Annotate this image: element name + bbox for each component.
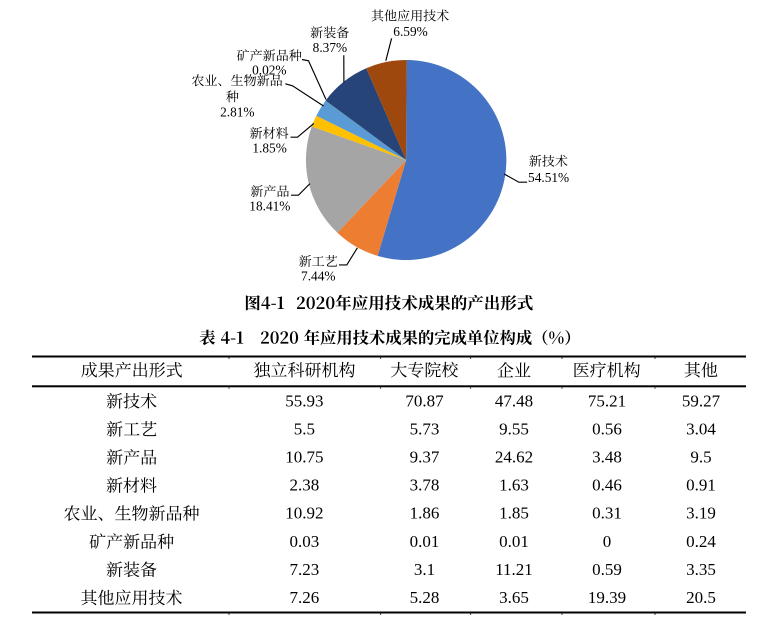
svg-text:75.21: 75.21 (588, 391, 626, 410)
svg-text:1.85: 1.85 (499, 504, 529, 523)
svg-text:2.81%: 2.81% (220, 104, 254, 119)
svg-text:5.73: 5.73 (410, 419, 440, 438)
svg-text:9.55: 9.55 (499, 419, 529, 438)
svg-text:3.1: 3.1 (414, 560, 435, 579)
svg-text:3.04: 3.04 (686, 419, 716, 438)
svg-text:55.93: 55.93 (285, 391, 323, 410)
svg-text:0.24: 0.24 (686, 532, 716, 551)
svg-text:3.78: 3.78 (410, 476, 440, 495)
svg-text:54.51%: 54.51% (528, 170, 569, 185)
svg-text:8.37%: 8.37% (313, 40, 347, 55)
svg-text:24.62: 24.62 (495, 448, 533, 467)
svg-text:0.03: 0.03 (290, 532, 320, 551)
svg-text:0.02%: 0.02% (252, 63, 286, 78)
svg-text:10.92: 10.92 (285, 504, 323, 523)
svg-text:0: 0 (603, 532, 612, 551)
svg-text:0.01: 0.01 (499, 532, 529, 551)
svg-text:1.86: 1.86 (410, 504, 440, 523)
svg-text:0.56: 0.56 (592, 419, 622, 438)
svg-text:1.63: 1.63 (499, 476, 529, 495)
svg-text:47.48: 47.48 (495, 391, 533, 410)
svg-text:20.5: 20.5 (686, 588, 716, 607)
svg-text:7.23: 7.23 (290, 560, 320, 579)
svg-text:2.38: 2.38 (290, 476, 320, 495)
svg-text:0.46: 0.46 (592, 476, 622, 495)
svg-text:59.27: 59.27 (682, 391, 721, 410)
svg-text:0.91: 0.91 (686, 476, 716, 495)
svg-text:5.28: 5.28 (410, 588, 440, 607)
svg-text:7.26: 7.26 (290, 588, 320, 607)
svg-text:1.85%: 1.85% (252, 141, 286, 156)
svg-text:7.44%: 7.44% (301, 269, 335, 284)
svg-text:3.65: 3.65 (499, 588, 529, 607)
svg-text:0.31: 0.31 (592, 504, 622, 523)
svg-text:3.19: 3.19 (686, 504, 716, 523)
svg-text:0.01: 0.01 (410, 532, 440, 551)
svg-text:9.37: 9.37 (410, 448, 440, 467)
svg-text:11.21: 11.21 (495, 560, 533, 579)
svg-text:3.48: 3.48 (592, 448, 622, 467)
svg-text:9.5: 9.5 (690, 448, 711, 467)
svg-text:19.39: 19.39 (588, 588, 626, 607)
svg-text:18.41%: 18.41% (249, 198, 290, 213)
svg-text:0.59: 0.59 (592, 560, 622, 579)
svg-text:10.75: 10.75 (285, 448, 323, 467)
svg-text:3.35: 3.35 (686, 560, 716, 579)
svg-text:5.5: 5.5 (294, 419, 315, 438)
svg-text:6.59%: 6.59% (393, 24, 427, 39)
svg-text:70.87: 70.87 (405, 391, 444, 410)
